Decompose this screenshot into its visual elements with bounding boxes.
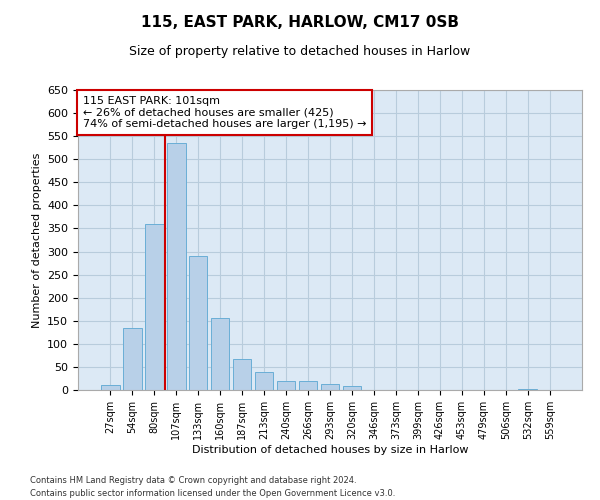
- Text: Contains HM Land Registry data © Crown copyright and database right 2024.: Contains HM Land Registry data © Crown c…: [30, 476, 356, 485]
- Bar: [255, 372, 274, 390]
- Bar: [145, 224, 164, 390]
- Text: Size of property relative to detached houses in Harlow: Size of property relative to detached ho…: [130, 45, 470, 58]
- Bar: [189, 256, 208, 390]
- Bar: [343, 386, 361, 390]
- Bar: [518, 389, 537, 390]
- Bar: [211, 318, 229, 390]
- Bar: [167, 143, 185, 390]
- Bar: [299, 381, 317, 390]
- Bar: [123, 328, 142, 390]
- Bar: [277, 381, 295, 390]
- X-axis label: Distribution of detached houses by size in Harlow: Distribution of detached houses by size …: [192, 444, 468, 454]
- Y-axis label: Number of detached properties: Number of detached properties: [32, 152, 41, 328]
- Bar: [101, 386, 119, 390]
- Text: 115, EAST PARK, HARLOW, CM17 0SB: 115, EAST PARK, HARLOW, CM17 0SB: [141, 15, 459, 30]
- Bar: [233, 359, 251, 390]
- Text: Contains public sector information licensed under the Open Government Licence v3: Contains public sector information licen…: [30, 488, 395, 498]
- Bar: [320, 384, 340, 390]
- Text: 115 EAST PARK: 101sqm
← 26% of detached houses are smaller (425)
74% of semi-det: 115 EAST PARK: 101sqm ← 26% of detached …: [83, 96, 367, 129]
